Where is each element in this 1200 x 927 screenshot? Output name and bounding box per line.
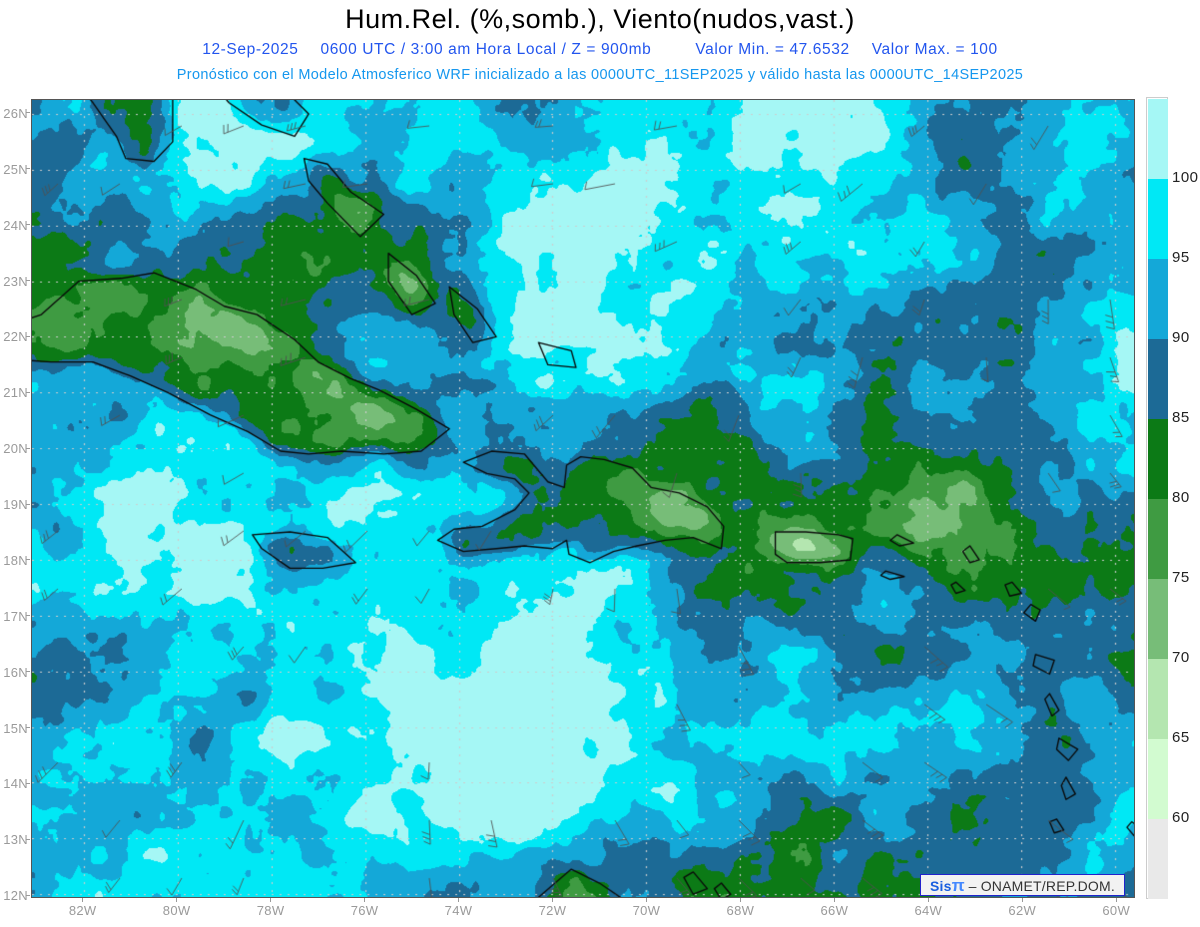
colorbar-tick-label: 85 — [1172, 409, 1190, 426]
y-axis-tick-label: 13N — [3, 832, 28, 848]
y-axis-tick-label: 12N — [3, 888, 28, 904]
y-axis-tick — [26, 559, 30, 561]
y-axis-tick — [26, 280, 30, 282]
colorbar-tick-label: 70 — [1172, 649, 1190, 666]
x-axis-tick — [833, 898, 835, 902]
y-axis-tick — [26, 838, 30, 840]
y-axis-tick-label: 20N — [3, 441, 28, 457]
colorbar-band — [1148, 819, 1168, 899]
y-axis-tick — [26, 224, 30, 226]
y-axis-tick-label: 25N — [3, 161, 28, 177]
subtitle-time: 0600 UTC / 3:00 am Hora Local / Z = 900m… — [320, 41, 652, 58]
colorbar-band — [1148, 419, 1168, 499]
x-axis-tick-label: 64W — [914, 903, 943, 918]
y-axis-tick-label: 16N — [3, 664, 28, 680]
x-axis-tick-label: 70W — [632, 903, 661, 918]
subtitle-model-info: Pronóstico con el Modelo Atmosferico WRF… — [176, 67, 1024, 83]
page-title: Hum.Rel. (%,somb.), Viento(nudos,vast.) — [345, 4, 855, 34]
y-axis-tick — [26, 447, 30, 449]
x-axis-tick — [1021, 898, 1023, 902]
subtitle-value-min: Valor Min. = 47.6532 — [695, 41, 850, 58]
x-axis-tick-label: 74W — [444, 903, 473, 918]
y-axis-tick-label: 23N — [3, 273, 28, 289]
y-axis-tick-label: 17N — [3, 608, 28, 624]
y-axis-tick-label: 14N — [3, 776, 28, 792]
y-axis-tick-label: 18N — [3, 552, 28, 568]
x-axis-tick-label: 72W — [538, 903, 567, 918]
colorbar — [1146, 97, 1168, 899]
x-axis-tick-label: 80W — [162, 903, 191, 918]
colorbar-tick-label: 60 — [1172, 809, 1190, 826]
x-axis-tick — [82, 898, 84, 902]
colorbar-band — [1148, 179, 1168, 259]
y-axis-tick — [26, 503, 30, 505]
weather-map-plot[interactable] — [31, 99, 1135, 898]
humidity-shading-canvas — [32, 100, 1134, 897]
colorbar-band — [1148, 339, 1168, 419]
y-axis-tick — [26, 727, 30, 729]
y-axis-tick — [26, 671, 30, 673]
colorbar-band — [1148, 259, 1168, 339]
colorbar-band — [1148, 579, 1168, 659]
subtitle-valid-time: 12-Sep-2025 0600 UTC / 3:00 am Hora Local… — [0, 41, 1200, 59]
x-axis-tick-label: 60W — [1102, 903, 1131, 918]
credit-pi-symbol: π — [951, 875, 965, 895]
y-axis-tick — [26, 782, 30, 784]
subtitle-date: 12-Sep-2025 — [202, 41, 299, 58]
x-axis-tick-label: 66W — [820, 903, 849, 918]
y-axis-tick-label: 15N — [3, 720, 28, 736]
x-axis-tick — [176, 898, 178, 902]
y-axis-tick-label: 24N — [3, 217, 28, 233]
y-axis-tick — [26, 168, 30, 170]
y-axis-tick — [26, 391, 30, 393]
credit-sis-text: Sis — [930, 877, 952, 894]
x-axis-tick-label: 76W — [350, 903, 379, 918]
colorbar-tick-label: 100 — [1172, 169, 1199, 186]
x-axis-tick — [551, 898, 553, 902]
colorbar-tick-label: 75 — [1172, 569, 1190, 586]
y-axis-tick — [26, 335, 30, 337]
y-axis-tick — [26, 615, 30, 617]
x-axis-tick — [739, 898, 741, 902]
y-axis-tick-label: 19N — [3, 497, 28, 513]
subtitle-value-max: Valor Max. = 100 — [871, 41, 998, 58]
x-axis-tick-label: 82W — [68, 903, 97, 918]
colorbar-band — [1148, 659, 1168, 739]
x-axis-tick — [458, 898, 459, 902]
colorbar-tick-label: 65 — [1172, 729, 1190, 746]
y-axis-tick-label: 22N — [3, 329, 28, 345]
y-axis-tick-label: 21N — [3, 385, 28, 401]
colorbar-band — [1148, 499, 1168, 579]
y-axis-tick — [26, 112, 30, 114]
credit-watermark: Sis π – ONAMET/REP.DOM. — [920, 874, 1125, 896]
colorbar-band — [1148, 99, 1168, 179]
x-axis-tick-label: 68W — [726, 903, 755, 918]
x-axis-tick — [270, 898, 272, 902]
x-axis-tick — [645, 898, 647, 902]
y-axis-tick-label: 26N — [3, 105, 28, 121]
x-axis-tick — [1115, 898, 1117, 902]
colorbar-band — [1148, 739, 1168, 819]
x-axis-tick — [364, 898, 366, 902]
colorbar-tick-label: 90 — [1172, 329, 1190, 346]
y-axis-tick — [26, 894, 30, 896]
colorbar-tick-label: 80 — [1172, 489, 1190, 506]
chart-header: Hum.Rel. (%,somb.), Viento(nudos,vast.) … — [0, 0, 1200, 95]
x-axis-tick-label: 78W — [256, 903, 285, 918]
x-axis-tick — [927, 898, 929, 902]
credit-agency-text: – ONAMET/REP.DOM. — [968, 877, 1115, 894]
x-axis-tick-label: 62W — [1008, 903, 1037, 918]
colorbar-tick-label: 95 — [1172, 249, 1190, 266]
